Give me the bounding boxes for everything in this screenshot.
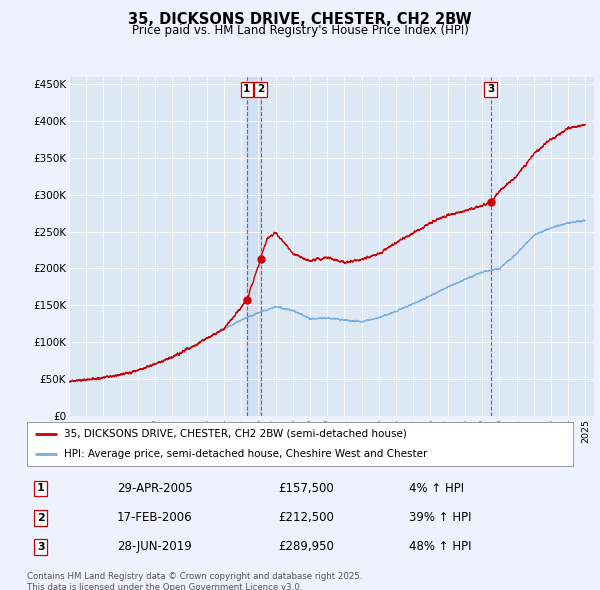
Text: Contains HM Land Registry data © Crown copyright and database right 2025.
This d: Contains HM Land Registry data © Crown c…: [27, 572, 362, 590]
Text: 1: 1: [243, 84, 250, 94]
Text: £157,500: £157,500: [278, 482, 334, 495]
Text: 35, DICKSONS DRIVE, CHESTER, CH2 2BW (semi-detached house): 35, DICKSONS DRIVE, CHESTER, CH2 2BW (se…: [64, 429, 407, 439]
Text: 29-APR-2005: 29-APR-2005: [117, 482, 193, 495]
Text: 3: 3: [487, 84, 494, 94]
Text: 4% ↑ HPI: 4% ↑ HPI: [409, 482, 464, 495]
Text: £212,500: £212,500: [278, 511, 334, 525]
Text: £289,950: £289,950: [278, 540, 334, 553]
Text: 39% ↑ HPI: 39% ↑ HPI: [409, 511, 472, 525]
Text: 1: 1: [37, 483, 44, 493]
Text: 2: 2: [257, 84, 264, 94]
Text: 28-JUN-2019: 28-JUN-2019: [117, 540, 192, 553]
Bar: [247, 77, 260, 416]
Text: 17-FEB-2006: 17-FEB-2006: [117, 511, 193, 525]
Text: Price paid vs. HM Land Registry's House Price Index (HPI): Price paid vs. HM Land Registry's House …: [131, 24, 469, 37]
Text: 3: 3: [37, 542, 44, 552]
Text: 35, DICKSONS DRIVE, CHESTER, CH2 2BW: 35, DICKSONS DRIVE, CHESTER, CH2 2BW: [128, 12, 472, 27]
Text: 48% ↑ HPI: 48% ↑ HPI: [409, 540, 472, 553]
Text: 2: 2: [37, 513, 44, 523]
Text: HPI: Average price, semi-detached house, Cheshire West and Chester: HPI: Average price, semi-detached house,…: [64, 449, 428, 459]
